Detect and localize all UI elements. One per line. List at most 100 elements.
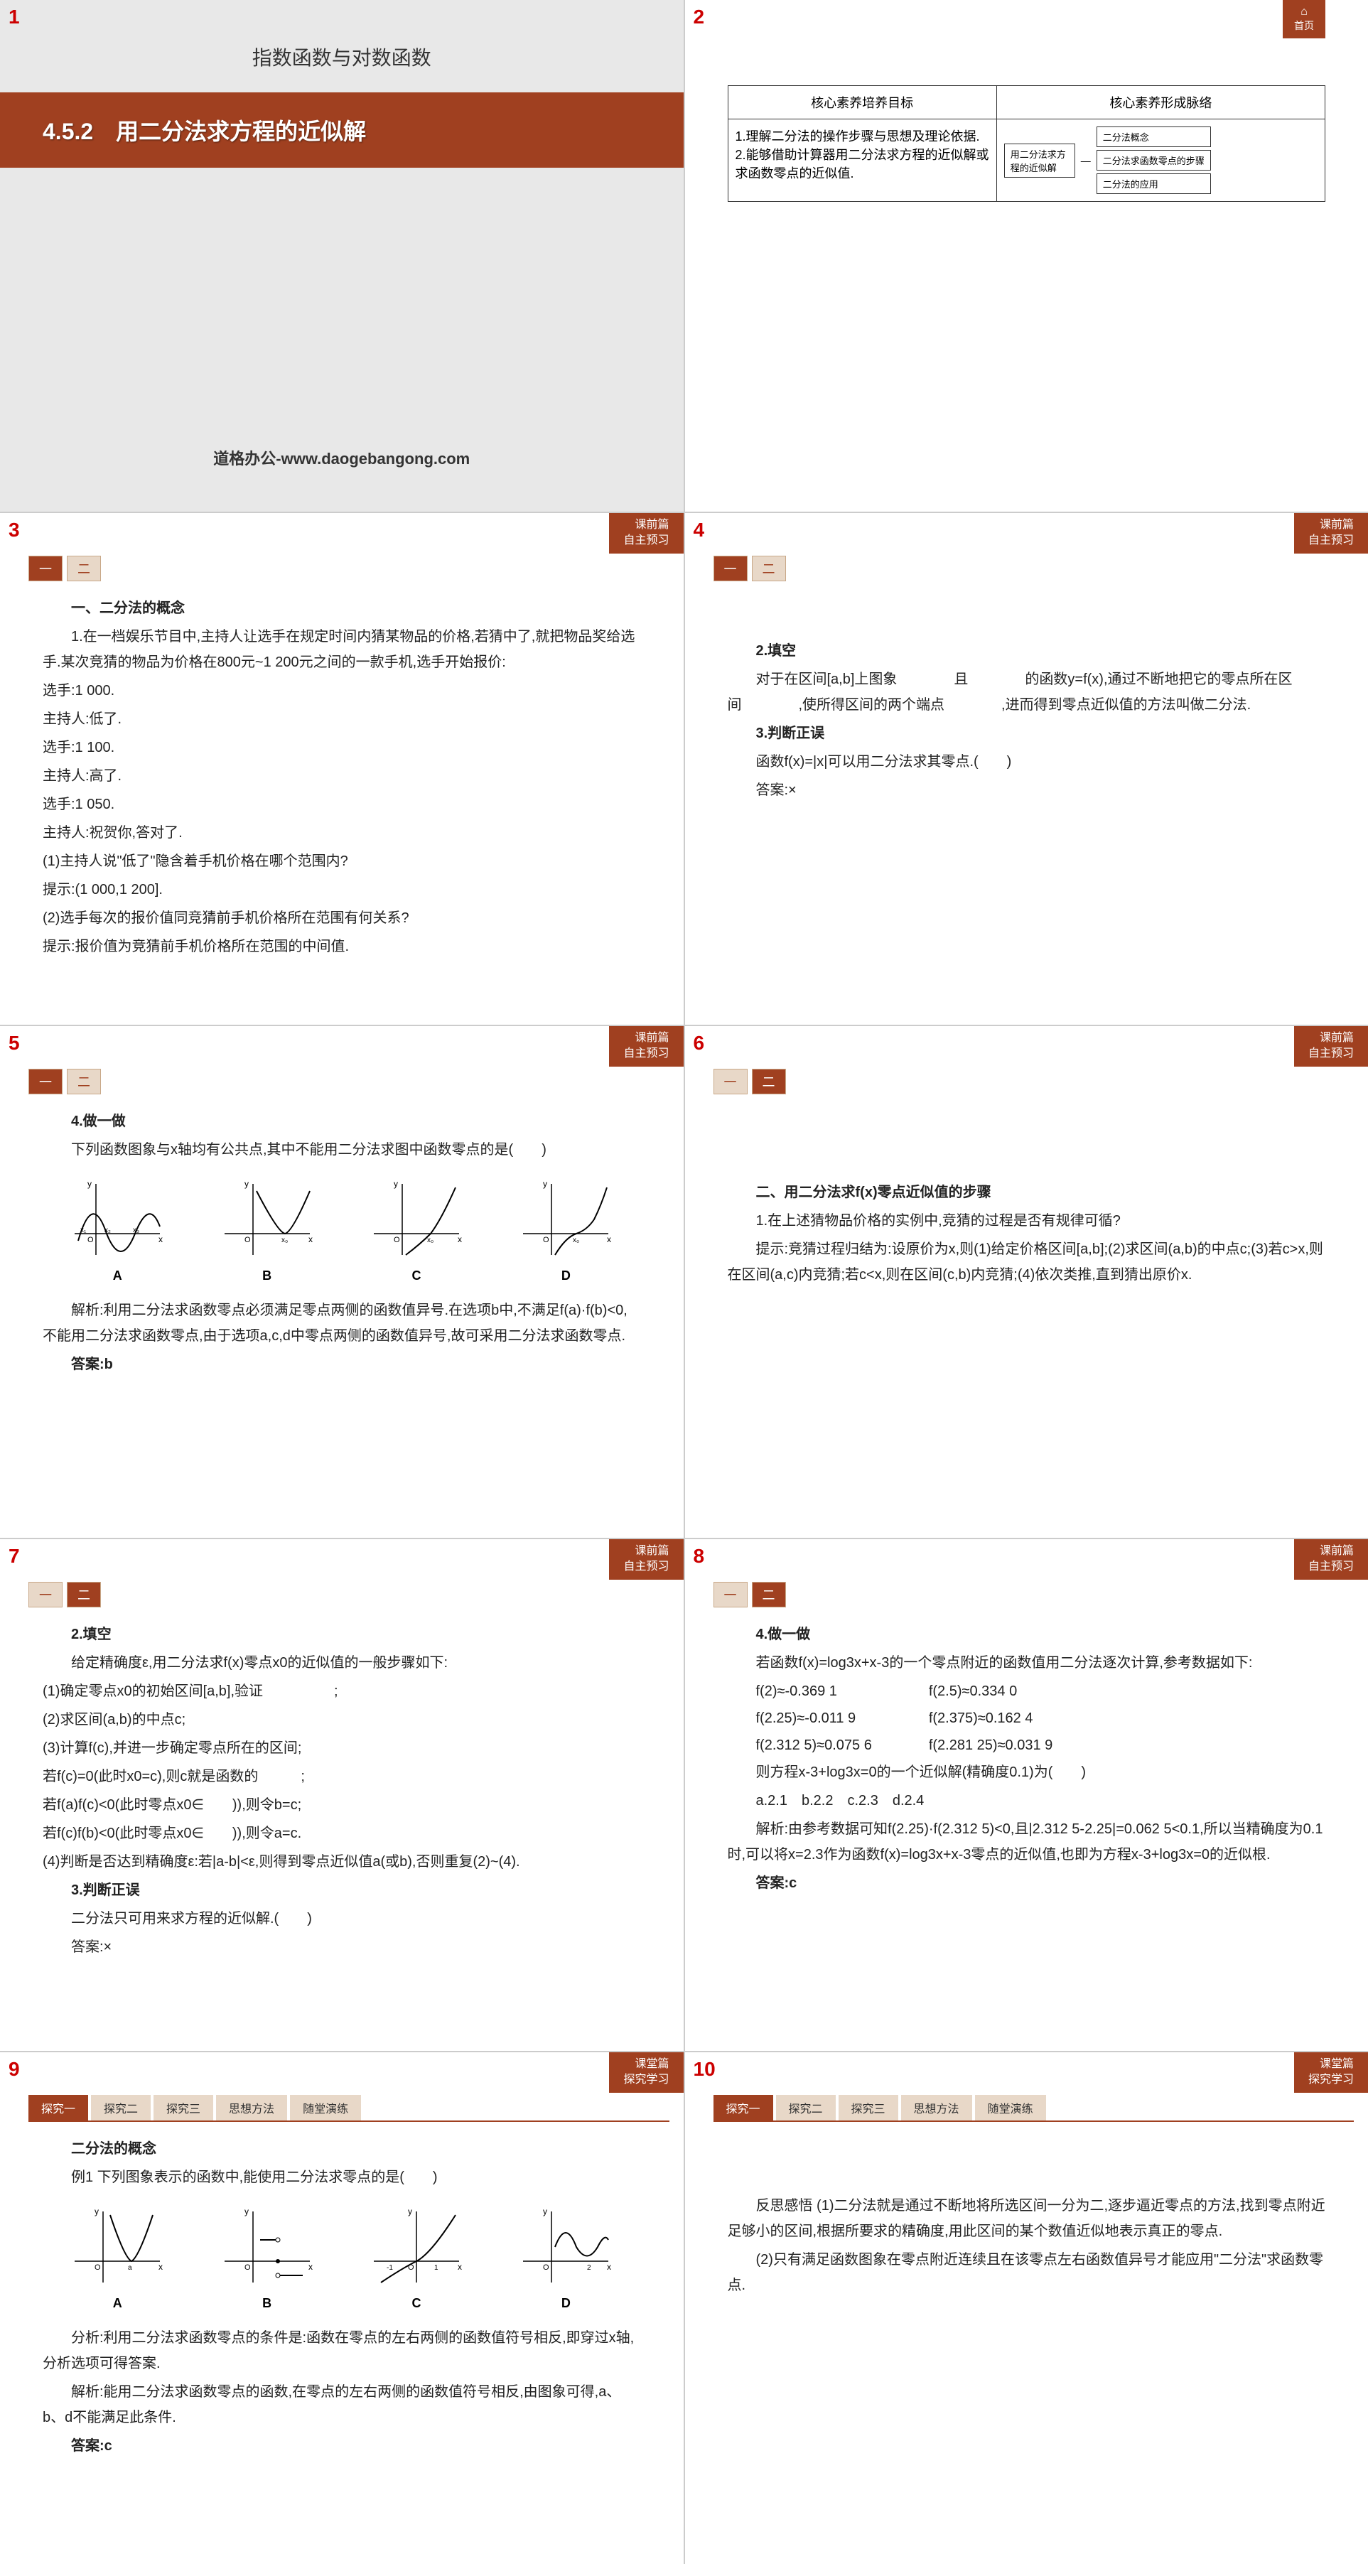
svg-text:O: O (244, 2263, 251, 2272)
options: a.2.1 b.2.2 c.2.3 d.2.4 (728, 1788, 1326, 1814)
label-c: C (367, 2296, 466, 2311)
svg-text:y: y (95, 2206, 99, 2216)
brand-footer: 道格办公-www.daogebangong.com (0, 446, 684, 469)
slide-number: 9 (9, 2058, 20, 2081)
tab-two[interactable]: 二 (67, 1069, 101, 1094)
tab-two[interactable]: 二 (752, 556, 786, 581)
step-1: (1)确定零点x0的初始区间[a,b],验证 ; (43, 1678, 641, 1704)
answer: 提示:竞猜过程归结为:设原价为x,则(1)给定价格区间[a,b];(2)求区间(… (728, 1236, 1326, 1288)
tab-one[interactable]: 一 (28, 556, 63, 581)
svg-text:a: a (128, 2264, 132, 2272)
svg-text:O: O (543, 1236, 549, 1244)
label-a: A (68, 1268, 167, 1283)
svg-text:x: x (607, 1234, 611, 1244)
home-button[interactable]: ⌂ 首页 (1283, 0, 1325, 38)
explore-tab-1[interactable]: 探究一 (28, 2095, 88, 2120)
graph-b: x y O B (217, 2204, 317, 2311)
step-4: (4)判断是否达到精确度ε:若|a-b|<ε,则得到零点近似值a(或b),否则重… (43, 1849, 641, 1875)
explore-tab-5[interactable]: 随堂演练 (975, 2095, 1046, 2120)
heading: 4.做一做 (43, 1109, 641, 1134)
nav-tabs: 一 二 (713, 1582, 1354, 1607)
nav-tabs: 一 二 (713, 1069, 1354, 1094)
dialogue-line: 选手:1 100. (43, 735, 641, 760)
explore-tab-3[interactable]: 探究三 (154, 2095, 213, 2120)
slide-9: 9 课堂篇 探究学习 探究一 探究二 探究三 思想方法 随堂演练 二分法的概念 … (0, 2052, 684, 2564)
svg-text:x₀: x₀ (427, 1236, 433, 1244)
answer: 答案:c (728, 1870, 1326, 1896)
graph-c: x y O -1 1 C (367, 2204, 466, 2311)
answer-2: 提示:报价值为竞猜前手机价格所在范围的中间值. (43, 934, 641, 959)
data-cell: f(2.25)≈-0.011 9 (756, 1705, 872, 1731)
graph-a: x y O x₁ x₂ x₃ A (68, 1177, 167, 1283)
graphs-row: x y O a A x y O (43, 2204, 641, 2311)
svg-text:x₀: x₀ (573, 1236, 579, 1244)
section-tab: 课前篇 自主预习 (1294, 513, 1368, 554)
tab-two[interactable]: 二 (752, 1069, 786, 1094)
section-tab: 课前篇 自主预习 (1294, 1026, 1368, 1067)
svg-text:y: y (244, 1179, 249, 1189)
explore-tab-2[interactable]: 探究二 (776, 2095, 836, 2120)
analysis-text: 分析:利用二分法求函数零点的条件是:函数在零点的左右两侧的函数值符号相反,即穿过… (43, 2325, 641, 2376)
tab-one[interactable]: 一 (713, 1582, 748, 1607)
content-body: 二、用二分法求f(x)零点近似值的步骤 1.在上述猜物品价格的实例中,竞猜的过程… (699, 1180, 1354, 1288)
svg-text:y: y (394, 1179, 398, 1189)
heading: 二分法的概念 (43, 2136, 641, 2162)
graph-d-svg: x y O x₀ (516, 1177, 615, 1262)
question-text: 下列函数图象与x轴均有公共点,其中不能用二分法求图中函数零点的是( ) (43, 1137, 641, 1163)
label-b: B (217, 2296, 317, 2311)
goal-cell: 1.理解二分法的操作步骤与思想及理论依据. 2.能够借助计算器用二分法求方程的近… (728, 119, 996, 202)
graph-b-svg: x y O x₀ (217, 1177, 317, 1262)
svg-text:O: O (543, 2263, 549, 2272)
heading: 2.填空 (43, 1622, 641, 1647)
tab-two[interactable]: 二 (752, 1582, 786, 1607)
tab-one[interactable]: 一 (28, 1069, 63, 1094)
svg-text:x: x (458, 2262, 462, 2272)
explore-tab-3[interactable]: 探究三 (839, 2095, 898, 2120)
svg-text:x: x (158, 1234, 163, 1244)
tab-two[interactable]: 二 (67, 556, 101, 581)
lesson-title: 4.5.2 用二分法求方程的近似解 (0, 92, 684, 168)
dialogue-line: 选手:1 000. (43, 678, 641, 704)
example-text: 例1 下列图象表示的函数中,能使用二分法求零点的是( ) (43, 2165, 641, 2190)
dialogue-line: 选手:1 050. (43, 792, 641, 817)
flow-c: 二分法的应用 (1097, 173, 1211, 194)
heading-2: 2.填空 (728, 638, 1326, 664)
svg-text:1: 1 (434, 2264, 438, 2272)
section-tab: 课前篇 自主预习 (1294, 1539, 1368, 1580)
tab-two[interactable]: 二 (67, 1582, 101, 1607)
nav-tabs: 一 二 (713, 556, 1354, 581)
svg-text:x: x (158, 2262, 163, 2272)
home-label: 首页 (1294, 18, 1314, 33)
content-body: 一、二分法的概念 1.在一档娱乐节目中,主持人让选手在规定时间内猜某物品的价格,… (14, 596, 669, 959)
flow-a: 二分法概念 (1097, 126, 1211, 147)
svg-text:x₀: x₀ (281, 1236, 288, 1244)
tab-one[interactable]: 一 (713, 1069, 748, 1094)
slides-grid: 1 指数函数与对数函数 4.5.2 用二分法求方程的近似解 道格办公-www.d… (0, 0, 1368, 2564)
answer: 答案:b (43, 1352, 641, 1377)
graph-d: x y O 2 D (516, 2204, 615, 2311)
step-3: (3)计算f(c),并进一步确定零点所在的区间; (43, 1735, 641, 1761)
explore-tab-5[interactable]: 随堂演练 (290, 2095, 361, 2120)
answer-1: 提示:(1 000,1 200]. (43, 877, 641, 902)
tab-one[interactable]: 一 (28, 1582, 63, 1607)
slide-5: 5 课前篇 自主预习 一 二 4.做一做 下列函数图象与x轴均有公共点,其中不能… (0, 1026, 684, 1538)
label-b: B (217, 1268, 317, 1283)
explore-tab-2[interactable]: 探究二 (91, 2095, 151, 2120)
explanation: 解析:利用二分法求函数零点必须满足零点两侧的函数值异号.在选项b中,不满足f(a… (14, 1298, 669, 1377)
svg-text:-1: -1 (387, 2264, 393, 2272)
heading: 一、二分法的概念 (43, 596, 641, 621)
tab-one[interactable]: 一 (713, 556, 748, 581)
svg-text:y: y (244, 2206, 249, 2216)
svg-text:x: x (308, 2262, 313, 2272)
slide-7: 7 课前篇 自主预习 一 二 2.填空 给定精确度ε,用二分法求f(x)零点x0… (0, 1539, 684, 2051)
graph-a-svg: x y O x₁ x₂ x₃ (68, 1177, 167, 1262)
slide-number: 3 (9, 519, 20, 541)
data-cell: f(2.312 5)≈0.075 6 (756, 1732, 872, 1758)
slide-4: 4 课前篇 自主预习 一 二 2.填空 对于在区间[a,b]上图象 且 的函数y… (685, 513, 1368, 1025)
explore-tab-4[interactable]: 思想方法 (901, 2095, 972, 2120)
label-d: D (516, 2296, 615, 2311)
explore-tab-4[interactable]: 思想方法 (216, 2095, 287, 2120)
explore-tab-1[interactable]: 探究一 (713, 2095, 773, 2120)
dialogue-line: 主持人:祝贺你,答对了. (43, 820, 641, 846)
label-c: C (367, 1268, 466, 1283)
